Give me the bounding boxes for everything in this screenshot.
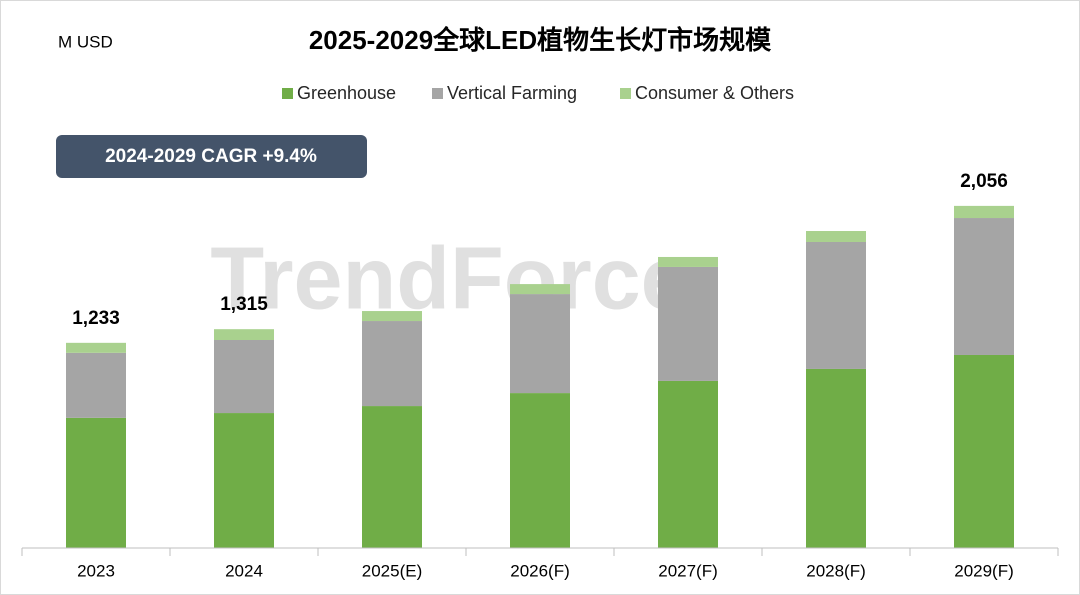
bar-segment: [510, 284, 570, 295]
bar-segment: [658, 256, 718, 267]
bar-segment: [214, 340, 274, 414]
total-label: 2,056: [960, 171, 1008, 192]
bar-segment: [954, 205, 1014, 219]
legend-label: Consumer & Others: [635, 83, 794, 103]
bar-segment: [510, 393, 570, 548]
total-label: 1,315: [220, 294, 268, 315]
bar-segment: [954, 354, 1014, 548]
bar-segment: [510, 294, 570, 394]
bar-segment: [214, 329, 274, 340]
chart-title: 2025-2029全球LED植物生长灯市场规模: [309, 25, 772, 55]
x-tick-label: 2026(F): [510, 561, 570, 580]
bar-segment: [362, 406, 422, 548]
x-tick-label: 2027(F): [658, 561, 718, 580]
bar-segment: [66, 417, 126, 548]
x-tick-label: 2028(F): [806, 561, 866, 580]
bar-segment: [66, 342, 126, 353]
legend-label: Greenhouse: [297, 83, 396, 103]
legend-swatch: [620, 88, 631, 99]
bar-segment: [806, 231, 866, 242]
x-tick-label: 2029(F): [954, 561, 1014, 580]
bar-segment: [66, 352, 126, 418]
legend-swatch: [282, 88, 293, 99]
total-label: 1,233: [72, 308, 120, 329]
legend-swatch: [432, 88, 443, 99]
watermark: TrendForce: [210, 228, 689, 327]
bar-segment: [214, 413, 274, 548]
x-tick-label: 2024: [225, 561, 263, 580]
bar-segment: [806, 241, 866, 369]
unit-label: M USD: [58, 32, 113, 51]
legend-label: Vertical Farming: [447, 83, 577, 103]
x-tick-label: 2023: [77, 561, 115, 580]
cagr-box: [56, 135, 367, 178]
x-tick-label: 2025(E): [362, 561, 422, 580]
cagr-text: 2024-2029 CAGR +9.4%: [105, 146, 317, 167]
bar-segment: [362, 311, 422, 322]
bar-segment: [806, 368, 866, 548]
bar-segment: [658, 380, 718, 548]
bar-segment: [658, 266, 718, 381]
bar-segment: [362, 321, 422, 407]
bar-segment: [954, 218, 1014, 355]
